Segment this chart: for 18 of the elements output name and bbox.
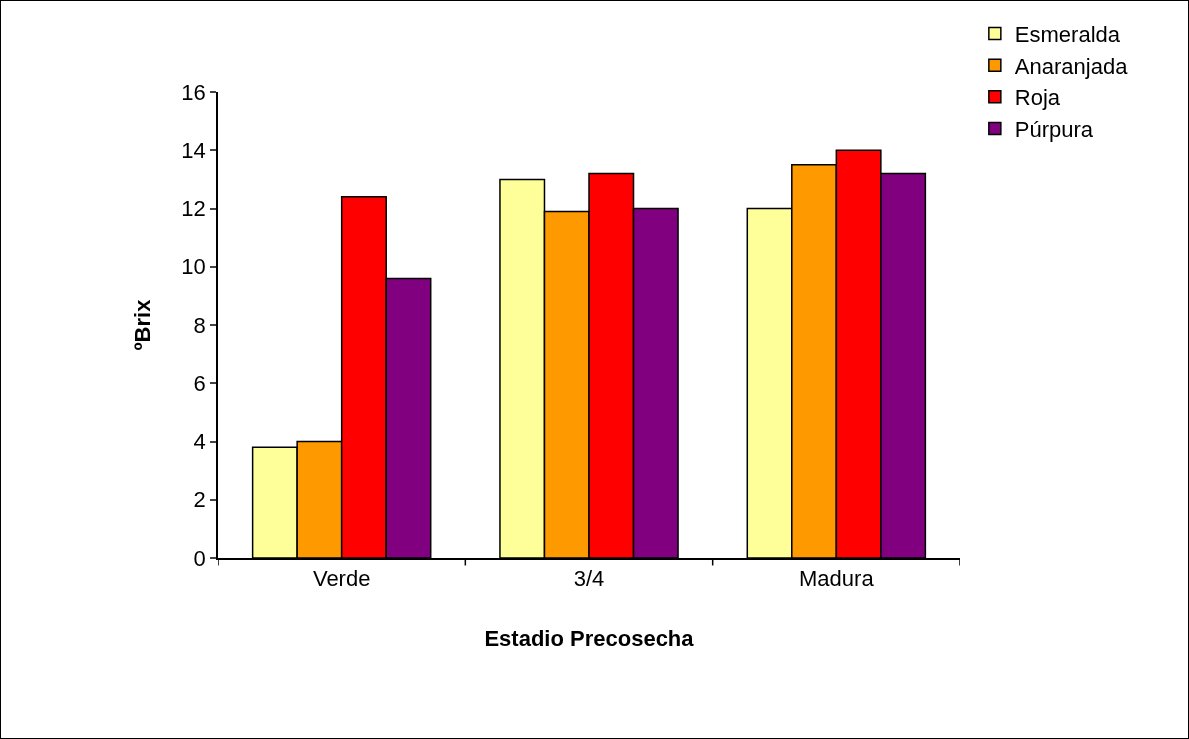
y-tick-label: 2 <box>193 487 206 513</box>
y-tick-label: 4 <box>193 429 206 455</box>
legend-label: Anaranjada <box>1014 53 1129 79</box>
y-tick-label: 14 <box>181 137 206 163</box>
x-tick-label: 3/4 <box>573 566 605 592</box>
y-tick-label: 0 <box>193 545 206 571</box>
y-tick-label: 10 <box>181 254 206 280</box>
x-tick-label: Verde <box>312 566 371 592</box>
y-tick-label: 12 <box>181 196 206 222</box>
legend-label: Esmeralda <box>1014 22 1121 48</box>
y-axis-title: ºBrix <box>129 298 155 351</box>
legend-label: Roja <box>1014 85 1061 111</box>
y-tick-label: 6 <box>193 370 206 396</box>
x-tick-label: Madura <box>799 566 875 592</box>
x-axis-title: Estadio Precosecha <box>484 625 695 651</box>
legend-label: Púrpura <box>1014 116 1094 142</box>
y-tick-label: 8 <box>193 312 206 338</box>
y-tick-label: 16 <box>181 79 206 105</box>
